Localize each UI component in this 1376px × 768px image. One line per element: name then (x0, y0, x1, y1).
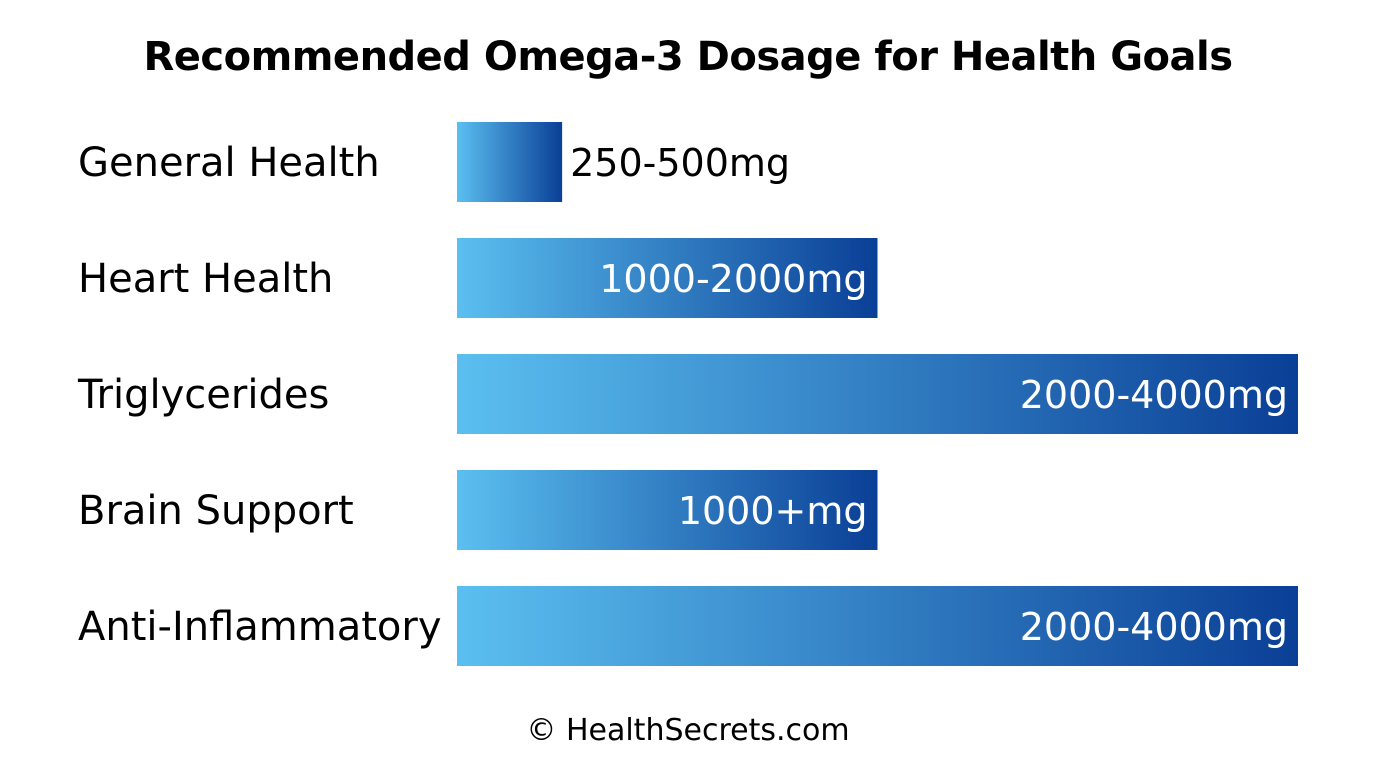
bar (457, 586, 1298, 666)
data-label: 2000-4000mg (1020, 605, 1288, 649)
chart-title: Recommended Omega-3 Dosage for Health Go… (143, 34, 1233, 80)
copyright-footer: © HealthSecrets.com (526, 713, 850, 748)
bar (457, 122, 563, 202)
data-label: 1000+mg (678, 489, 868, 533)
category-label: Anti-Inflammatory (78, 604, 442, 650)
category-label: Heart Health (78, 256, 333, 302)
bar (457, 238, 878, 318)
data-label: 1000-2000mg (599, 257, 867, 301)
data-label: 2000-4000mg (1020, 373, 1288, 417)
bar (457, 354, 1298, 434)
category-label: Triglycerides (77, 372, 329, 418)
bar (457, 470, 878, 550)
data-label: 250-500mg (570, 141, 790, 185)
category-label: Brain Support (78, 488, 354, 534)
category-label: General Health (78, 140, 380, 186)
